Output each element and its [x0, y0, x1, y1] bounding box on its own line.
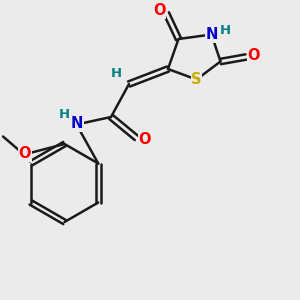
Text: S: S: [191, 72, 202, 87]
Text: O: O: [139, 132, 151, 147]
Text: O: O: [247, 48, 260, 63]
Text: H: H: [111, 67, 122, 80]
Text: O: O: [153, 3, 165, 18]
Text: O: O: [18, 146, 31, 161]
Text: N: N: [71, 116, 83, 131]
Text: N: N: [205, 27, 218, 42]
Text: H: H: [219, 23, 231, 37]
Text: H: H: [58, 107, 70, 121]
